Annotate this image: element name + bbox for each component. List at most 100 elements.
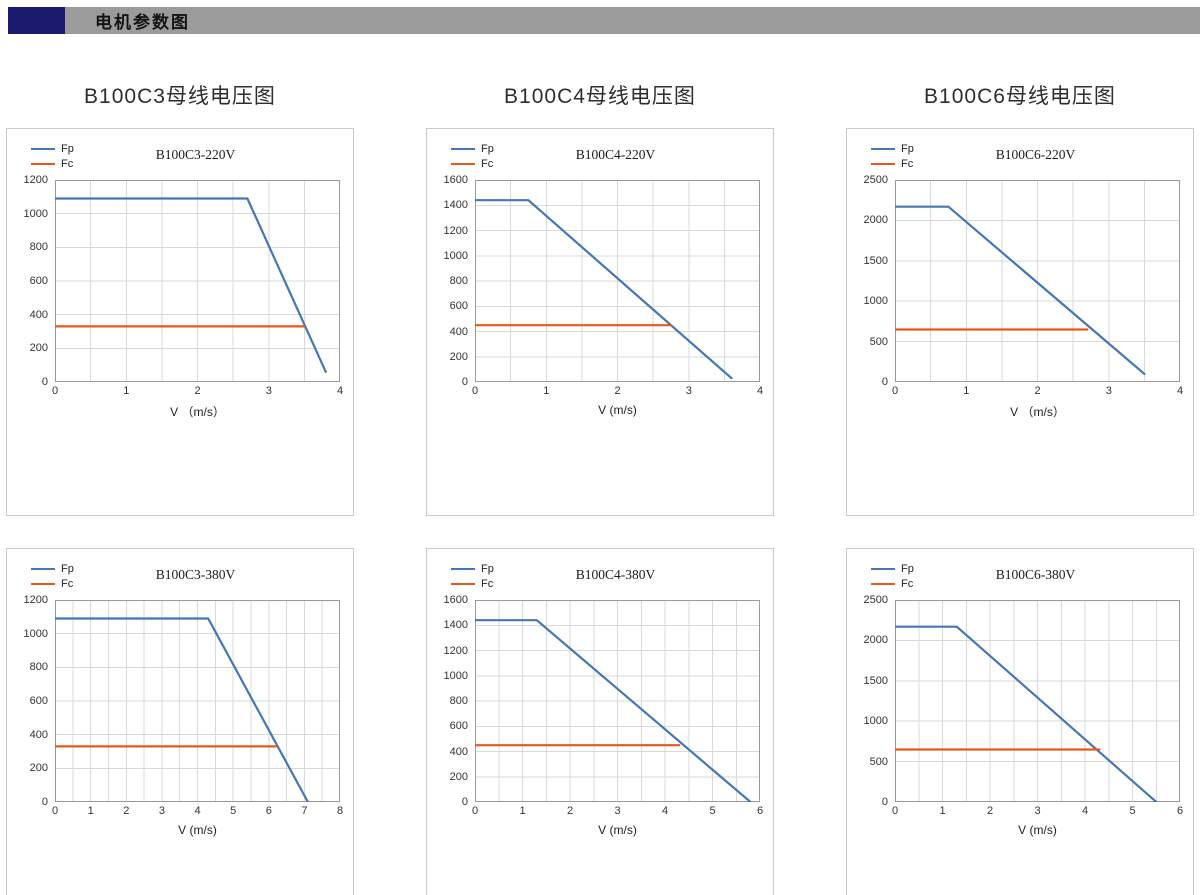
x-tick-label: 1 xyxy=(963,385,970,397)
y-axis: 0 500 1000 1500 2000 2500 xyxy=(853,594,895,808)
plot-area: 0 500 1000 1500 2000 2500 0 1 2 3 4 5 6 V (m/s) xyxy=(847,594,1193,837)
y-tick-label: 1000 xyxy=(863,715,888,728)
legend-label: Fp xyxy=(481,563,494,575)
legend-line-fc xyxy=(451,163,475,165)
y-tick-label: 2500 xyxy=(863,594,888,606)
legend-line-fp xyxy=(31,568,55,570)
chart-head: Fp Fc B100C4-220V xyxy=(427,129,773,172)
y-tick-label: 1600 xyxy=(443,594,468,606)
chart-head: Fp Fc B100C3-220V xyxy=(7,129,353,172)
y-tick-label: 1500 xyxy=(863,674,888,687)
x-tick-label: 4 xyxy=(661,805,669,817)
plot-canvas xyxy=(475,600,760,802)
x-axis: 0 1 2 3 4 5 6 7 8 xyxy=(52,805,343,820)
x-tick-label: 7 xyxy=(301,805,308,817)
legend-item: Fp xyxy=(451,563,523,575)
legend-item: Fc xyxy=(871,158,943,170)
x-axis: 0 1 2 3 4 xyxy=(472,385,763,400)
y-tick-label: 0 xyxy=(461,796,468,808)
legend-item: Fp xyxy=(31,143,103,155)
y-axis: 0 200 400 600 800 1000 1200 1400 1600 xyxy=(433,594,475,808)
x-tick-label: 0 xyxy=(471,385,479,397)
x-tick-label: 0 xyxy=(891,805,899,817)
y-tick-label: 400 xyxy=(449,745,468,758)
y-tick-label: 800 xyxy=(29,241,48,254)
legend-label: Fc xyxy=(481,158,494,170)
x-tick-label: 1 xyxy=(123,385,130,397)
legend-line-fp xyxy=(871,568,895,570)
y-axis: 0 200 400 600 800 1000 1200 1400 1600 xyxy=(433,174,475,388)
x-tick-label: 4 xyxy=(194,805,201,817)
section-header: 电机参数图 xyxy=(0,7,1200,34)
chart-head: Fp Fc B100C4-380V xyxy=(427,549,773,592)
plot-area: 0 200 400 600 800 1000 1200 0 1 2 3 4 5 6 7 8 V (m/s) xyxy=(7,594,353,837)
y-tick-label: 0 xyxy=(881,796,888,808)
chart-legend: Fp Fc xyxy=(451,563,523,590)
charts-row-2: Fp Fc B100C3-380V 0 200 400 600 800 1000 1200 0… xyxy=(6,548,1194,895)
x-axis-label: V （m/s） xyxy=(170,405,225,419)
y-tick-label: 1200 xyxy=(443,644,468,657)
legend-line-fc xyxy=(871,163,895,165)
plot-col: 0 1 2 3 4 V （m/s） xyxy=(892,180,1183,420)
legend-label: Fc xyxy=(61,158,74,170)
plot-col: 0 1 2 3 4 V （m/s） xyxy=(52,180,343,420)
x-tick-label: 3 xyxy=(1034,805,1041,817)
x-tick-label: 4 xyxy=(336,385,344,397)
y-tick-label: 200 xyxy=(449,350,468,363)
x-tick-label: 3 xyxy=(614,805,621,817)
y-tick-label: 0 xyxy=(41,796,48,808)
plot-area: 0 200 400 600 800 1000 1200 1400 1600 0 1 2 3 4 5 6 V … xyxy=(427,594,773,837)
header-bar: 电机参数图 xyxy=(65,7,1200,34)
section-title-b100c3: B100C3母线电压图 xyxy=(84,85,276,108)
x-tick-label: 0 xyxy=(891,385,899,397)
chart-head: Fp Fc B100C3-380V xyxy=(7,549,353,592)
x-tick-label: 5 xyxy=(1129,805,1136,817)
legend-label: Fc xyxy=(901,158,914,170)
legend-label: Fp xyxy=(61,143,74,155)
legend-line-fc xyxy=(31,583,55,585)
chart-card-b100c6-220v: Fp Fc B100C6-220V 0 500 1000 1500 2000 2500 0 1… xyxy=(846,128,1194,516)
y-tick-label: 1000 xyxy=(443,669,468,682)
y-tick-label: 1200 xyxy=(443,224,468,237)
y-tick-label: 400 xyxy=(29,308,48,321)
x-tick-label: 3 xyxy=(1105,385,1112,397)
y-axis: 0 500 1000 1500 2000 2500 xyxy=(853,174,895,388)
y-tick-label: 1400 xyxy=(443,619,468,632)
x-tick-label: 1 xyxy=(543,385,550,397)
x-tick-label: 2 xyxy=(614,385,621,397)
x-tick-label: 3 xyxy=(685,385,692,397)
legend-label: Fp xyxy=(481,143,494,155)
plot-canvas xyxy=(895,180,1180,382)
chart-legend: Fp Fc xyxy=(451,143,523,170)
x-axis: 0 1 2 3 4 5 6 xyxy=(472,805,763,820)
y-tick-label: 1600 xyxy=(443,174,468,186)
x-tick-label: 2 xyxy=(194,385,201,397)
x-tick-label: 8 xyxy=(336,805,344,817)
x-tick-label: 4 xyxy=(1176,385,1184,397)
y-tick-label: 1400 xyxy=(443,199,468,212)
y-tick-label: 500 xyxy=(869,755,888,768)
x-axis: 0 1 2 3 4 xyxy=(892,385,1183,400)
y-tick-label: 2000 xyxy=(863,634,888,647)
legend-label: Fc xyxy=(901,578,914,590)
y-tick-label: 800 xyxy=(449,275,468,287)
y-tick-label: 800 xyxy=(29,661,48,674)
legend-label: Fp xyxy=(901,563,914,575)
plot-canvas xyxy=(895,600,1180,802)
chart-title: B100C4-380V xyxy=(575,567,656,582)
x-tick-label: 4 xyxy=(1081,805,1089,817)
plot-canvas xyxy=(55,180,340,382)
x-tick-label: 2 xyxy=(123,805,130,817)
legend-item: Fc xyxy=(451,158,523,170)
y-tick-label: 500 xyxy=(869,335,888,348)
chart-legend: Fp Fc xyxy=(871,563,943,590)
x-axis: 0 1 2 3 4 xyxy=(52,385,343,400)
x-axis-label: V (m/s) xyxy=(178,823,217,837)
y-axis: 0 200 400 600 800 1000 1200 xyxy=(13,594,55,808)
x-tick-label: 5 xyxy=(230,805,237,817)
x-axis-label: V (m/s) xyxy=(1018,823,1057,837)
y-tick-label: 1000 xyxy=(863,295,888,308)
y-tick-label: 0 xyxy=(461,376,468,388)
plot-col: 0 1 2 3 4 5 6 7 8 V (m/s) xyxy=(52,600,343,837)
